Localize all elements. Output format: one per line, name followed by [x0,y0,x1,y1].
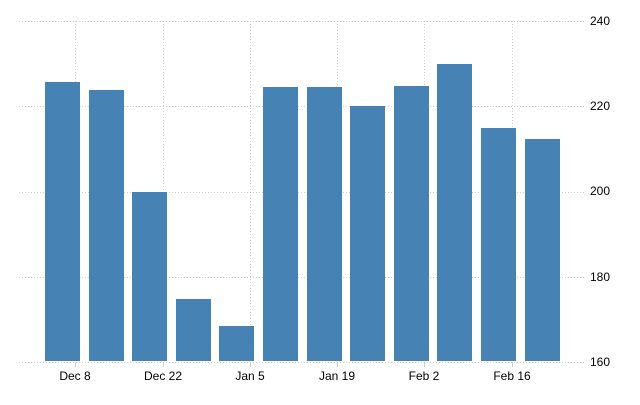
bar [45,82,80,361]
bar [394,86,429,361]
x-tick-label: Jan 5 [235,369,265,383]
x-tick-label: Dec 22 [143,369,183,383]
bar [263,87,298,361]
y-tick-label: 160 [590,355,611,369]
y-tick-label: 200 [590,184,611,198]
x-tick-label: Feb 2 [408,369,440,383]
bar [176,299,211,361]
bar [89,90,124,361]
x-tick-label: Jan 19 [318,369,356,383]
bar [481,128,516,361]
y-tick-label: 180 [590,270,611,284]
bar [219,326,254,361]
bar [132,192,167,361]
x-tick-label: Feb 16 [493,369,531,383]
bar [350,106,385,361]
y-tick-label: 240 [590,14,611,28]
x-tick-label: Dec 8 [59,369,91,383]
y-tick-label: 220 [590,99,611,113]
bar [525,139,560,361]
bar [307,87,342,361]
bar [437,64,472,361]
